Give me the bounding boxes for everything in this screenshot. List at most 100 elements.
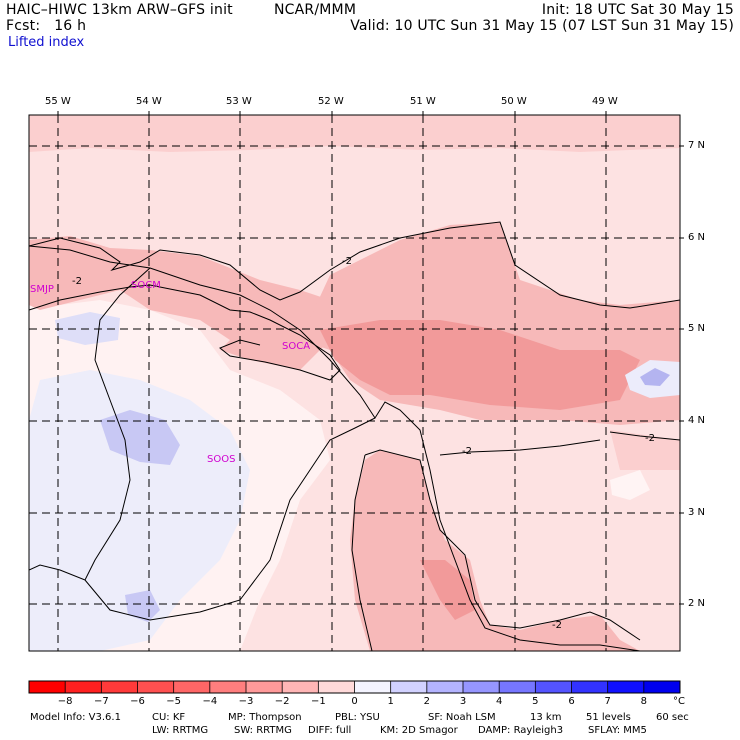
lat-label-3n: 3 N [688, 507, 706, 518]
fill-coast-band [29, 236, 330, 370]
fill-blue-blob-3 [125, 590, 160, 622]
colorbar-swatch [354, 681, 391, 693]
colorbar-tick-label: 6 [568, 696, 574, 707]
valid-time: Valid: 10 UTC Sun 31 May 15 (07 LST Sun … [350, 18, 734, 34]
contour-label: -2 [462, 446, 472, 457]
contour-coast-inner [29, 284, 341, 381]
colorbar-swatch [29, 681, 66, 693]
contour-south-loop [364, 449, 641, 641]
colorbar-swatch [246, 681, 283, 693]
info-sflay: SFLAY: MM5 [588, 725, 647, 736]
info-res: 13 km [530, 712, 562, 723]
colorbar-swatch [173, 681, 211, 693]
info-pbl: PBL: YSU [335, 712, 380, 723]
contour-north [29, 221, 680, 309]
lat-label-7n: 7 N [688, 140, 706, 151]
colorbar-swatch [282, 681, 319, 693]
colorbar [28, 680, 681, 694]
colorbar-swatch [209, 681, 247, 693]
lat-label-4n: 4 N [688, 415, 706, 426]
colorbar-tick-label: 4 [496, 696, 502, 707]
colorbar-tick-label: 2 [424, 696, 430, 707]
colorbar-unit: °C [673, 696, 685, 707]
info-cu: CU: KF [152, 712, 186, 723]
contour-label: -2 [645, 433, 655, 444]
colorbar-swatch [137, 681, 174, 693]
colorbar-swatch [643, 681, 681, 693]
lon-label-52w: 52 W [318, 96, 344, 107]
colorbar-tick-label: −6 [130, 696, 145, 707]
info-diff: DIFF: full [308, 725, 352, 736]
colorbar-swatch [318, 681, 355, 693]
model-title: HAIC–HIWC 13km ARW–GFS init [6, 2, 233, 18]
fill-west-blue [29, 370, 250, 651]
colorbar-tick-label: −7 [94, 696, 109, 707]
lon-label-49w: 49 W [592, 96, 618, 107]
colorbar-ticks: −8 −7 −6 −5 −4 −3 −2 −1 0 1 2 3 4 5 6 7 8 [58, 696, 647, 707]
colorbar-tick-label: 5 [532, 696, 538, 707]
colorbar-tick-label: −8 [58, 696, 73, 707]
info-model: Model Info: V3.6.1 [30, 712, 121, 723]
lat-label-2n: 2 N [688, 598, 706, 609]
fill-blue-blob-1 [100, 410, 180, 465]
colorbar-tick-label: −1 [311, 696, 326, 707]
lon-label-54w: 54 W [136, 96, 162, 107]
colorbar-swatch [571, 681, 608, 693]
lon-label-50w: 50 W [501, 96, 527, 107]
info-damp: DAMP: Rayleigh3 [478, 725, 564, 736]
colorbar-tick-label: 1 [387, 696, 393, 707]
lon-label-53w: 53 W [226, 96, 252, 107]
colorbar-swatch [390, 681, 428, 693]
contour-east [609, 431, 680, 441]
contour-label: -2 [72, 276, 82, 287]
colorbar-tick-label: −4 [202, 696, 217, 707]
coastline [29, 245, 641, 651]
colorbar-tick-label: 0 [351, 696, 357, 707]
colorbar-tick-label: 3 [460, 696, 466, 707]
colorbar-swatch [607, 681, 645, 693]
info-sf: SF: Noah LSM [428, 712, 496, 723]
colorbar-swatch [101, 681, 138, 693]
colorbar-tick-label: 7 [604, 696, 610, 707]
fill-east-strip [610, 430, 680, 470]
fill-south-dark [420, 560, 475, 620]
contour-label: -2 [552, 620, 562, 631]
colorbar-swatch [426, 681, 464, 693]
colorbar-tick-label: 8 [641, 696, 647, 707]
init-time: Init: 18 UTC Sat 30 May 15 [541, 2, 734, 18]
info-km: KM: 2D Smagor [380, 725, 458, 736]
contour-south-west [351, 454, 373, 651]
info-timestep: 60 sec [656, 712, 689, 723]
station-smjp: SMJP [30, 284, 54, 295]
station-socm: SOCM [131, 280, 161, 291]
contour-mid [439, 439, 601, 456]
forecast-hour: Fcst: 16 h [6, 18, 87, 34]
station-soos: SOOS [207, 454, 235, 465]
colorbar-swatch [65, 681, 102, 693]
info-mp: MP: Thompson [228, 712, 302, 723]
info-sw: SW: RRTMG [234, 725, 292, 736]
fill-top-band [29, 115, 680, 152]
colorbar-swatch [535, 681, 572, 693]
colorbar-tick-label: −3 [239, 696, 254, 707]
lat-label-5n: 5 N [688, 323, 706, 334]
lon-label-55w: 55 W [45, 96, 71, 107]
colorbar-swatch [499, 681, 536, 693]
info-lw: LW: RRTMG [152, 725, 209, 736]
fill-core-dark [320, 320, 640, 410]
contour-label: -2 [342, 256, 352, 267]
colorbar-tick-label: −2 [275, 696, 290, 707]
colorbar-swatch [463, 681, 500, 693]
map-frame [28, 114, 681, 652]
border-guiana [29, 267, 151, 581]
field-name: Lifted index [8, 35, 85, 50]
colorbar-tick-label: −5 [166, 696, 181, 707]
border-brazil [84, 417, 376, 621]
fill-east-white [610, 470, 650, 500]
fill-east-blue-core [640, 368, 670, 386]
center-label: NCAR/MMM [274, 2, 357, 18]
lon-label-51w: 51 W [410, 96, 436, 107]
info-levels: 51 levels [586, 712, 631, 723]
station-soca: SOCA [282, 341, 310, 352]
